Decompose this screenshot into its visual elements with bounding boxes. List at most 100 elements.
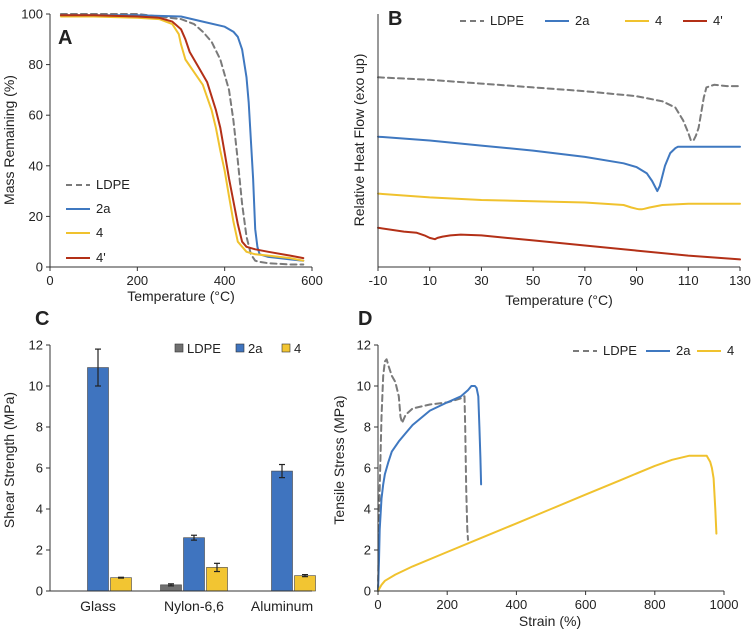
panel-c-legend-swatch-ldpe <box>174 343 184 353</box>
panel-b-legend-label-2a: 2a <box>575 13 590 28</box>
panel-c-errorbar-aluminum-4 <box>302 573 308 578</box>
panel-d-ytick-label: 2 <box>364 543 371 558</box>
panel-b-xtick-label: 10 <box>422 273 436 288</box>
panel-c-ytick-label: 12 <box>29 338 43 353</box>
panel-c-category-label: Aluminum <box>251 598 313 614</box>
panel-b-legend-label-ldpe: LDPE <box>490 13 524 28</box>
panel-a-xtick-label: 600 <box>301 273 323 288</box>
panel-a-letter: A <box>58 27 72 49</box>
panel-d-xtick-label: 0 <box>374 597 381 612</box>
panel-b-xtick-label: -10 <box>369 273 388 288</box>
panel-a-ylabel: Mass Remaining (%) <box>1 75 17 205</box>
panel-a: A 0 20 40 60 80 100 0 200 400 600 Temperature (°C… <box>1 7 323 305</box>
panel-c-category-label: Glass <box>80 598 116 614</box>
panel-a-ytick-label: 40 <box>29 158 43 173</box>
panel-a-legend-item-ldpe: LDPE <box>66 177 130 192</box>
panel-b-xtick-label: 110 <box>678 273 699 288</box>
panel-d-ytick-label: 8 <box>364 420 371 435</box>
panel-a-legend-item-4-prime: 4' <box>66 250 106 265</box>
panel-b-legend-item-4: 4 <box>625 13 662 28</box>
panel-b-legend-label-4: 4 <box>655 13 662 28</box>
panel-b-legend-item-4-prime: 4' <box>683 13 723 28</box>
panel-d-legend-label-2a: 2a <box>676 343 691 358</box>
panel-a-series <box>59 13 305 266</box>
panel-c-errorbar-glass-4 <box>118 576 124 579</box>
panel-c-bar-aluminum-2a <box>271 470 293 592</box>
panel-a-ytick-label: 100 <box>21 7 43 22</box>
panel-d-xtick-label: 1000 <box>710 597 739 612</box>
panel-d-xtick-label: 200 <box>436 597 458 612</box>
panel-d-ylabel: Tensile Stress (MPa) <box>331 395 347 524</box>
panel-d-series-2a <box>377 385 483 592</box>
panel-b-ylabel: Relative Heat Flow (exo up) <box>351 54 367 227</box>
panel-d-legend: LDPE 2a 4 <box>573 343 734 358</box>
panel-a-legend-label-4: 4 <box>96 225 103 240</box>
panel-a-legend-item-2a: 2a <box>66 201 111 216</box>
panel-a-legend-label-4-prime: 4' <box>96 250 106 265</box>
panel-d-xtick-label: 800 <box>644 597 666 612</box>
panel-c-ytick-label: 8 <box>36 420 43 435</box>
panel-d-series-4 <box>377 454 718 592</box>
panel-c-bar-glass-4 <box>110 577 132 592</box>
panel-a-xtick-label: 200 <box>126 273 148 288</box>
panel-d-ytick-label: 0 <box>364 584 371 599</box>
panel-a-xtick-label: 0 <box>46 273 53 288</box>
panel-c-legend-item-ldpe: LDPE <box>174 341 221 356</box>
panel-c-axes: 0 2 4 6 8 10 12 <box>29 338 312 599</box>
panel-d-series <box>377 358 718 592</box>
panel-a-ytick-label: 0 <box>36 260 43 275</box>
panel-d-xtick-label: 600 <box>575 597 597 612</box>
panel-c-legend-item-4: 4 <box>281 341 301 356</box>
panel-c-legend-item-2a: 2a <box>235 341 263 356</box>
panel-d-letter: D <box>358 308 372 330</box>
panel-a-ytick-label: 80 <box>29 57 43 72</box>
panel-b-xtick-label: 90 <box>629 273 643 288</box>
panel-d-legend-item-2a: 2a <box>646 343 691 358</box>
panel-c-errorbar-nylon-6-6-2a <box>191 534 197 541</box>
panel-c-errorbar-nylon-6-6-4 <box>214 562 220 573</box>
panel-a-ytick-label: 60 <box>29 108 43 123</box>
panel-a-legend-label-ldpe: LDPE <box>96 177 130 192</box>
panel-b-legend: LDPE 2a 4 4' <box>460 13 723 28</box>
panel-b-xtick-label: 130 <box>729 273 751 288</box>
panel-c-bars: Glass Nylon-6,6 Aluminum <box>80 348 316 614</box>
panel-b-xtick-label: 70 <box>578 273 592 288</box>
panel-b-axes: -10 10 30 50 70 90 110 130 <box>369 14 751 288</box>
panel-c-bar-aluminum-4 <box>294 575 316 592</box>
panel-c-ytick-label: 2 <box>36 543 43 558</box>
panel-d-ytick-label: 12 <box>357 338 371 353</box>
panel-a-legend-item-4: 4 <box>66 225 103 240</box>
panel-b-series <box>377 76 741 261</box>
panel-b-series-4-prime <box>377 226 741 261</box>
panel-c-errorbar-nylon-6-6-ldpe <box>168 583 174 587</box>
panel-d-legend-label-4: 4 <box>727 343 734 358</box>
panel-c-legend-label-ldpe: LDPE <box>187 341 221 356</box>
panel-c-errorbar-glass-2a <box>95 348 101 387</box>
panel-c-bar-nylon-6-6-2a <box>183 537 205 592</box>
panel-d-legend-item-ldpe: LDPE <box>573 343 637 358</box>
panel-a-ytick-label: 20 <box>29 209 43 224</box>
panel-c-ytick-label: 0 <box>36 584 43 599</box>
panel-b: B -10 10 30 50 70 90 110 130 Temperature (°C) R… <box>351 8 751 308</box>
panel-b-xtick-label: 50 <box>526 273 540 288</box>
panel-a-series-4 <box>59 15 305 262</box>
panel-b-legend-item-ldpe: LDPE <box>460 13 524 28</box>
panel-d-ytick-label: 10 <box>357 379 371 394</box>
panel-c-legend-label-2a: 2a <box>248 341 263 356</box>
panel-d-legend-label-ldpe: LDPE <box>603 343 637 358</box>
panel-a-xtick-label: 400 <box>214 273 236 288</box>
panel-b-xlabel: Temperature (°C) <box>505 292 613 308</box>
panel-d-series-ldpe <box>377 358 469 592</box>
panel-c-ytick-label: 6 <box>36 461 43 476</box>
panel-a-legend-label-2a: 2a <box>96 201 111 216</box>
panel-c-legend: LDPE 2a 4 <box>174 341 301 356</box>
panel-c-category-label: Nylon-6,6 <box>164 598 224 614</box>
panel-c-bar-glass-2a <box>87 367 109 592</box>
panel-d-ytick-label: 6 <box>364 461 371 476</box>
panel-a-series-ldpe <box>59 13 305 266</box>
panel-d-xtick-label: 400 <box>506 597 528 612</box>
panel-c-ytick-label: 4 <box>36 502 43 517</box>
panel-a-series-2a <box>59 14 305 262</box>
